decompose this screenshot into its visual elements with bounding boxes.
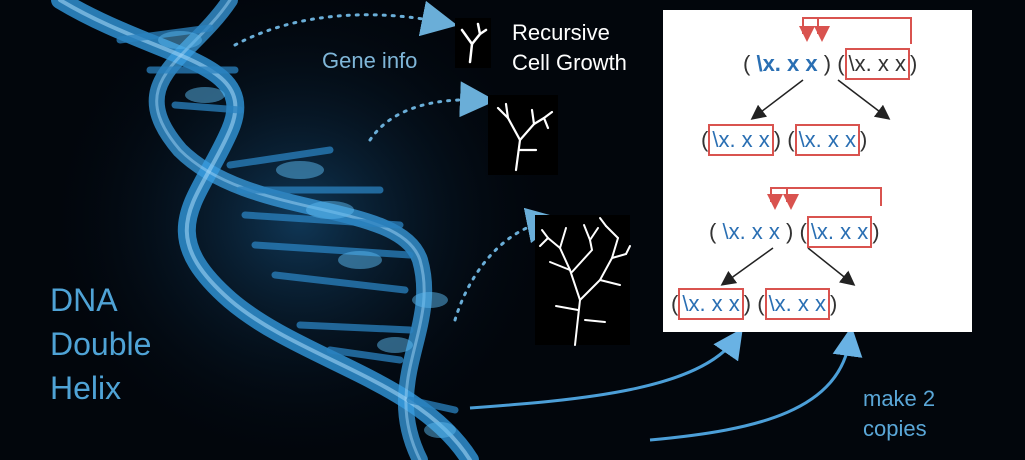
lambda-box: \x. x x (844, 48, 910, 80)
double-line: Double (50, 326, 152, 362)
make-copies-label: make 2 copies (863, 384, 935, 444)
copy-arrow-right (649, 326, 863, 442)
gene-info-label: Gene info (322, 48, 418, 73)
branch-arrow-bottom-right (807, 247, 856, 286)
branch-arrow-bottom-left (720, 247, 774, 286)
copies-line: copies (863, 416, 927, 441)
branch-arrow-top-left (750, 79, 804, 120)
branch-arrow-top-right (837, 79, 891, 120)
helix-glow (40, 0, 560, 460)
lambda-diagram-panel: ( \x. x x ) (\x. x x) (\x. x x) (\x. x x… (663, 10, 972, 332)
recursive-cell-growth-label: Recursive Cell Growth (512, 18, 627, 78)
lambda-term: \x. x x (722, 219, 780, 244)
lambda-box: \x. x x (678, 288, 744, 320)
dotted-arrow-gene (233, 0, 458, 47)
dna-line: DNA (50, 282, 118, 318)
lambda-box: \x. x x (794, 124, 861, 156)
expr-row-3: ( \x. x x ) (\x. x x) (709, 216, 880, 248)
recursive-line: Recursive (512, 20, 610, 45)
large-tree-icon (535, 215, 631, 346)
medium-tree-icon (488, 95, 558, 175)
lambda-box: \x. x x (708, 124, 774, 156)
helix-line: Helix (50, 370, 122, 406)
substitution-arrow-top (799, 17, 912, 44)
dna-helix-image (51, 0, 479, 460)
dotted-arrow-medium-tree (368, 81, 496, 142)
lambda-box: \x. x x (764, 288, 831, 320)
make-2-line: make 2 (863, 386, 936, 411)
copy-arrow-left (469, 328, 743, 410)
lambda-term: \x. x x (756, 51, 818, 76)
panel-arrows (720, 17, 912, 286)
substitution-arrow-bottom (767, 187, 882, 210)
expr-row-2: (\x. x x) (\x. x x) (701, 124, 867, 156)
small-tree-icon (455, 18, 491, 68)
dotted-arrow-large-tree (453, 207, 563, 322)
dna-double-helix-label: DNA Double Helix (50, 278, 151, 410)
cell-growth-line: Cell Growth (512, 50, 627, 75)
expr-row-4: (\x. x x) (\x. x x) (671, 288, 837, 320)
expr-row-1: ( \x. x x ) (\x. x x) (743, 48, 917, 80)
lambda-box: \x. x x (806, 216, 873, 248)
